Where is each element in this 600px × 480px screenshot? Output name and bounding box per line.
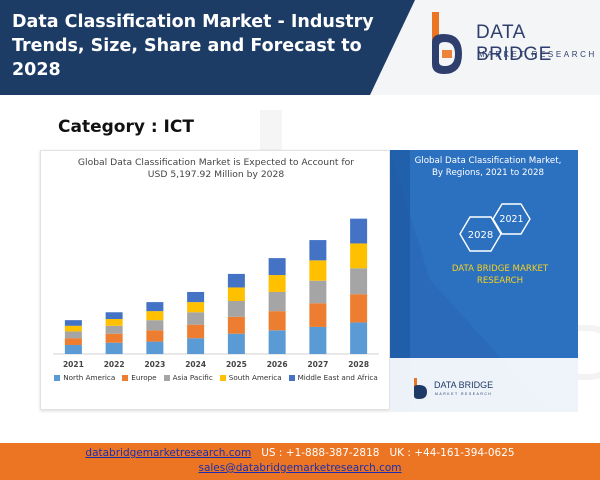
- panel-logo-subtitle: MARKET RESEARCH: [435, 392, 493, 396]
- legend-item: South America: [219, 373, 282, 382]
- hexagon-2028-label: 2028: [468, 230, 493, 241]
- website-link[interactable]: databridgemarketresearch.com: [85, 447, 252, 459]
- x-tick-label: 2026: [267, 360, 288, 369]
- logo-name: DATA BRIDGE: [476, 22, 552, 65]
- x-tick-label: 2028: [348, 360, 369, 369]
- bar-2021-series-3: [64, 325, 82, 332]
- logo-subtitle: MARKET RESEARCH: [478, 50, 597, 59]
- bar-2027-series-2: [309, 280, 327, 304]
- bar-2021-series-2: [64, 331, 82, 339]
- legend-swatch: [288, 374, 295, 381]
- chart-title: Global Data Classification Market is Exp…: [41, 157, 391, 181]
- bar-2027-series-1: [309, 303, 327, 327]
- panel-decoration: 2028 2021: [390, 150, 578, 412]
- bar-2026-series-2: [268, 291, 286, 312]
- x-tick-label: 2023: [144, 360, 165, 369]
- hexagon-2021-label: 2021: [499, 214, 523, 225]
- legend-swatch: [163, 374, 170, 381]
- regions-title-line-1: Global Data Classification Market,: [414, 156, 562, 166]
- bar-2023-series-1: [146, 330, 164, 342]
- uk-phone: UK : +44-161-394-0625: [389, 447, 515, 459]
- bar-2025-series-2: [227, 300, 245, 317]
- bar-2022-series-3: [105, 319, 123, 326]
- bar-2027-series-3: [309, 260, 327, 281]
- legend-item: Asia Pacific: [163, 373, 213, 382]
- data-bridge-logo-icon: [432, 12, 462, 74]
- x-tick-label: 2027: [307, 360, 328, 369]
- footer-line-1: databridgemarketresearch.com US : +1-888…: [0, 446, 600, 461]
- chart-title-line-1: Global Data Classification Market is Exp…: [77, 157, 355, 168]
- bar-2028-series-3: [350, 243, 368, 269]
- x-tick-label: 2025: [226, 360, 247, 369]
- legend-swatch: [122, 374, 129, 381]
- footer-line-2: sales@databridgemarketresearch.com: [0, 461, 600, 476]
- brand-text-line-1: DATA BRIDGE MARKET: [451, 264, 549, 274]
- bar-2023-series-3: [146, 311, 164, 321]
- hexagon-2028-icon: [459, 216, 502, 252]
- bar-2022-series-1: [105, 333, 123, 343]
- bar-2024-series-1: [187, 324, 205, 339]
- bar-2022-series-4: [105, 312, 123, 320]
- x-tick-label: 2021: [63, 360, 84, 369]
- bar-2026-series-1: [268, 311, 286, 331]
- legend-label: North America: [63, 373, 116, 382]
- bar-2025-series-1: [227, 316, 245, 334]
- bar-2024-series-2: [187, 312, 205, 325]
- legend-item: Europe: [122, 373, 157, 382]
- email-link[interactable]: sales@databridgemarketresearch.com: [198, 462, 402, 474]
- bar-2024-series-3: [187, 302, 205, 313]
- legend-swatch: [219, 374, 226, 381]
- us-phone: US : +1-888-387-2818: [261, 447, 380, 459]
- x-tick-label: 2022: [104, 360, 125, 369]
- legend-item: Middle East and Africa: [288, 373, 378, 382]
- bar-2028-series-0: [350, 322, 368, 354]
- bar-2021-series-0: [64, 344, 82, 354]
- legend-label: Europe: [131, 373, 157, 382]
- chart-title-line-2: USD 5,197.92 Million by 2028: [147, 169, 285, 180]
- header-title-background: [0, 0, 415, 95]
- chart-legend: North America Europe Asia Pacific South Ame…: [41, 373, 391, 382]
- legend-item: North America: [54, 373, 115, 382]
- bar-2025-series-3: [227, 287, 245, 301]
- stacked-bar-chart: 2021 2022 2023 2024 2025 2026 2027 2028: [53, 218, 379, 369]
- hexagon-2021-icon: [492, 203, 531, 235]
- bar-2023-series-2: [146, 320, 164, 331]
- bar-2026-series-3: [268, 275, 286, 292]
- chart-card: Global Data Classification Market is Exp…: [40, 150, 390, 410]
- bar-2028-series-2: [350, 268, 368, 295]
- bar-2022-series-2: [105, 325, 123, 334]
- legend-label: Middle East and Africa: [297, 373, 378, 382]
- legend-swatch: [54, 374, 61, 381]
- bar-2024-series-4: [187, 291, 205, 303]
- contact-footer: databridgemarketresearch.com US : +1-888…: [0, 443, 600, 480]
- bar-2023-series-4: [146, 302, 164, 312]
- bar-2022-series-0: [105, 342, 123, 354]
- bar-2025-series-4: [227, 273, 245, 288]
- bar-2026-series-4: [268, 258, 286, 276]
- brand-text-line-2: RESEARCH: [476, 276, 524, 286]
- x-tick-label: 2024: [185, 360, 206, 369]
- bar-2027-series-0: [309, 326, 327, 354]
- bar-2025-series-0: [227, 333, 245, 354]
- regions-title-line-2: By Regions, 2021 to 2028: [431, 168, 545, 178]
- bar-2024-series-0: [187, 338, 205, 354]
- bar-2023-series-0: [146, 341, 164, 354]
- page-title: Data Classification Market - Industry Tr…: [12, 12, 374, 80]
- bar-2028-series-4: [350, 218, 368, 244]
- panel-logo-icon: [414, 378, 427, 399]
- bar-2026-series-0: [268, 330, 286, 354]
- legend-label: South America: [228, 373, 282, 382]
- legend-label: Asia Pacific: [172, 373, 213, 382]
- bar-2028-series-1: [350, 294, 368, 323]
- bar-2021-series-4: [64, 320, 82, 326]
- panel-logo-name: DATA BRIDGE: [434, 380, 494, 390]
- brand-text: DATA BRIDGE MARKET RESEARCH: [430, 263, 570, 287]
- regions-panel: 2028 2021 Global Data Classification Mar…: [390, 150, 578, 412]
- bar-2027-series-4: [309, 240, 327, 261]
- regions-panel-title: Global Data Classification Market, By Re…: [400, 155, 576, 179]
- bar-2021-series-1: [64, 338, 82, 345]
- category-label: Category : ICT: [58, 117, 194, 137]
